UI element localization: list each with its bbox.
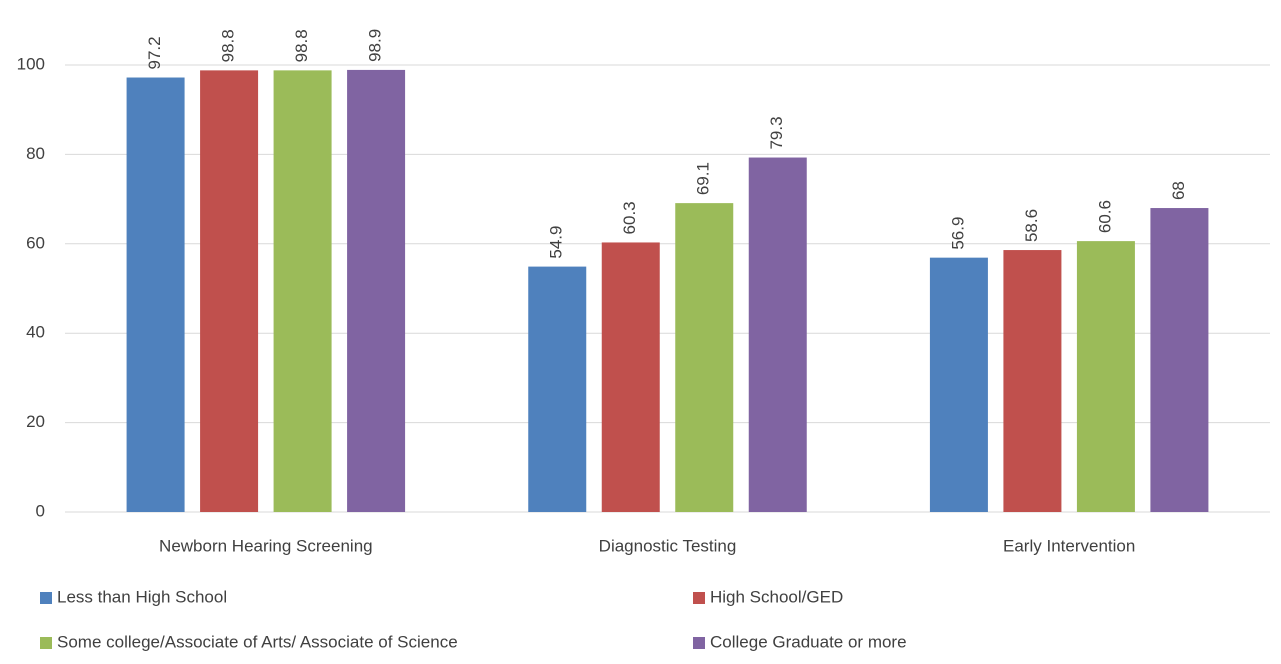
- legend-label: Some college/Associate of Arts/ Associat…: [57, 632, 458, 651]
- value-label: 98.8: [292, 29, 311, 62]
- value-label: 58.6: [1022, 209, 1041, 242]
- bar: [1003, 250, 1062, 513]
- bar: [273, 70, 332, 512]
- value-label: 60.3: [620, 201, 639, 234]
- bar: [601, 242, 660, 513]
- y-tick-label: 20: [26, 412, 45, 431]
- bar: [347, 69, 406, 513]
- legend-swatch: [693, 637, 705, 649]
- value-label: 54.9: [547, 226, 566, 259]
- y-tick-label: 100: [17, 54, 45, 73]
- value-label: 60.6: [1095, 200, 1114, 233]
- bar: [200, 70, 259, 512]
- value-label: 98.8: [219, 29, 238, 62]
- legend-swatch: [40, 592, 52, 604]
- legend-label: College Graduate or more: [710, 632, 907, 651]
- value-label: 79.3: [767, 116, 786, 149]
- x-tick-label: Early Intervention: [1003, 536, 1135, 555]
- y-tick-label: 60: [26, 233, 45, 252]
- y-tick-label: 40: [26, 323, 45, 342]
- legend-label: Less than High School: [57, 587, 227, 606]
- value-label: 97.2: [145, 36, 164, 69]
- y-tick-label: 0: [36, 501, 45, 520]
- bar: [675, 203, 734, 513]
- value-label: 69.1: [694, 162, 713, 195]
- legend-swatch: [40, 637, 52, 649]
- x-tick-label: Newborn Hearing Screening: [159, 536, 373, 555]
- value-label: 98.9: [366, 29, 385, 62]
- y-tick-label: 80: [26, 144, 45, 163]
- bar: [1076, 241, 1135, 513]
- legend-swatch: [693, 592, 705, 604]
- legend-label: High School/GED: [710, 587, 843, 606]
- bar: [528, 266, 587, 512]
- value-label: 56.9: [948, 217, 967, 250]
- x-tick-label: Diagnostic Testing: [599, 536, 737, 555]
- bar: [929, 257, 988, 512]
- bar: [1150, 208, 1209, 513]
- bar: [748, 157, 807, 513]
- value-label: 68: [1169, 181, 1188, 200]
- bar: [126, 77, 185, 513]
